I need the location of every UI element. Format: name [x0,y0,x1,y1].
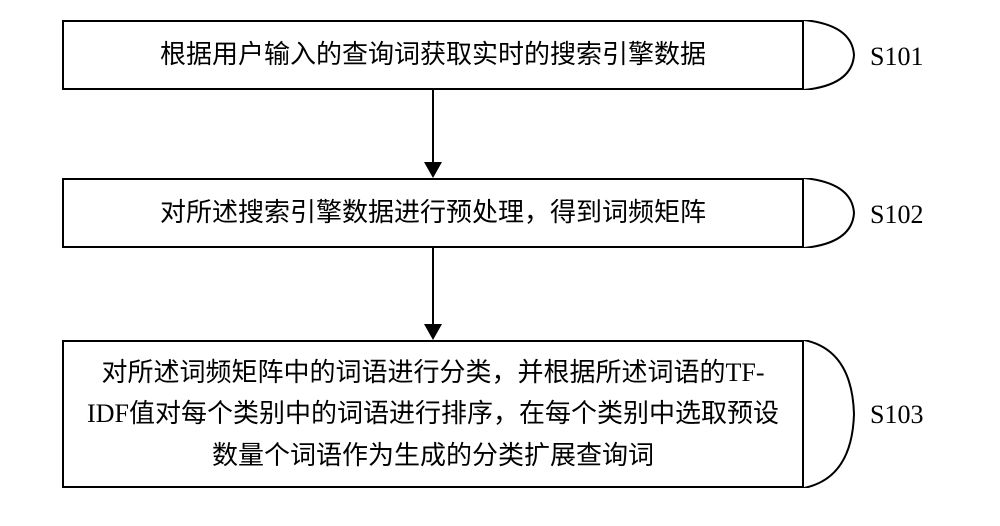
step-label-s103: S103 [870,400,923,430]
connector-s101 [804,20,866,90]
arrow-s101-s102 [432,90,434,178]
step-text: 根据用户输入的查询词获取实时的搜索引擎数据 [160,34,706,76]
step-box-s102: 对所述搜索引擎数据进行预处理，得到词频矩阵 [62,178,804,248]
flowchart-container: 根据用户输入的查询词获取实时的搜索引擎数据 S101 对所述搜索引擎数据进行预处… [0,0,1000,526]
connector-s103 [804,340,866,488]
arrow-head-icon [424,324,442,340]
step-text: 对所述搜索引擎数据进行预处理，得到词频矩阵 [160,192,706,234]
arrow-line [432,248,434,326]
arrow-head-icon [424,162,442,178]
step-box-s101: 根据用户输入的查询词获取实时的搜索引擎数据 [62,20,804,90]
connector-s102 [804,178,866,248]
step-box-s103: 对所述词频矩阵中的词语进行分类，并根据所述词语的TF-IDF值对每个类别中的词语… [62,340,804,488]
arrow-line [432,90,434,164]
arrow-s102-s103 [432,248,434,340]
step-text: 对所述词频矩阵中的词语进行分类，并根据所述词语的TF-IDF值对每个类别中的词语… [84,352,782,477]
step-label-s102: S102 [870,200,923,230]
step-label-s101: S101 [870,42,923,72]
